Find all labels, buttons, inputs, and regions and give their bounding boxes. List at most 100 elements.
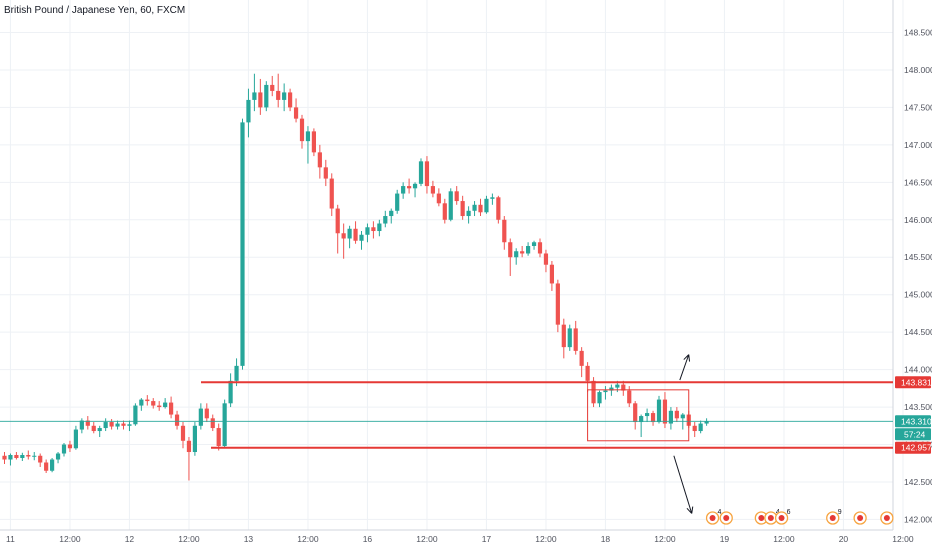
candle-up: [264, 84, 269, 108]
annotations[interactable]: [587, 354, 694, 514]
breakout-arrow-down: [673, 455, 693, 514]
time-tick-label: 12: [125, 534, 135, 544]
event-count: 4: [718, 509, 722, 516]
candle-up: [365, 227, 370, 235]
candle-down: [38, 455, 43, 463]
time-tick-label: 20: [839, 534, 849, 544]
candle-down: [341, 233, 346, 239]
event-dot: [758, 515, 765, 521]
candle-up: [418, 161, 424, 184]
time-axis[interactable]: 11 12:00 12 12:00 13 12:00 16 12:00 17 12:00 18 12:…: [0, 529, 914, 544]
candle-down: [555, 283, 560, 325]
candle-up: [656, 399, 662, 423]
price-tick-label: 145.500: [904, 252, 932, 262]
candle-up: [412, 183, 418, 189]
candle-up: [32, 455, 37, 457]
time-tick-label: 12:00: [654, 534, 676, 544]
event-dot: [723, 515, 730, 521]
event-dot: [857, 515, 864, 521]
candle-down: [210, 418, 215, 429]
candle-up: [704, 421, 709, 424]
candle-up: [567, 328, 572, 348]
candle-up: [359, 234, 364, 241]
candle-up: [615, 384, 620, 388]
candle-down: [335, 208, 340, 234]
candle-up: [246, 99, 251, 123]
candle-down: [91, 425, 96, 432]
candle-up: [389, 210, 394, 217]
price-tick-label: 144.000: [904, 365, 932, 375]
candle-up: [282, 92, 287, 100]
time-tick-label: 12:00: [892, 534, 914, 544]
price-tick-label: 146.500: [904, 177, 932, 187]
price-tick-label: 142.500: [904, 477, 932, 487]
candle-up: [198, 408, 203, 426]
price-tick-label: 147.500: [904, 102, 932, 112]
candle-up: [103, 422, 108, 429]
time-tick-label: 12:00: [535, 534, 557, 544]
candle-down: [317, 152, 322, 168]
candle-down: [276, 90, 281, 100]
arrow-head: [688, 354, 691, 362]
price-label: 142.957: [895, 441, 932, 454]
price-tick-label: 143.500: [904, 402, 932, 412]
price-tick-label: 142.000: [904, 514, 932, 524]
candle-down: [579, 350, 584, 366]
candle-down: [662, 399, 668, 424]
candle-up: [609, 387, 614, 391]
time-tick-label: 18: [601, 534, 611, 544]
candle-down: [627, 390, 632, 404]
time-tick-label: 12:00: [416, 534, 438, 544]
candle-up: [514, 251, 519, 258]
candle-up: [597, 392, 602, 404]
levels[interactable]: [0, 381, 893, 449]
candle-up: [222, 403, 227, 447]
time-tick-label: 12:00: [178, 534, 200, 544]
price-label: 143.310 57:24: [895, 415, 932, 441]
svg-text:143.831: 143.831: [901, 377, 932, 387]
candle-down: [216, 428, 221, 447]
candle-down: [293, 107, 299, 119]
candle-down: [186, 440, 192, 453]
candle-down: [692, 425, 697, 432]
candle-up: [639, 416, 644, 423]
time-tick-label: 19: [720, 534, 730, 544]
candle-up: [377, 223, 382, 232]
price-tick-label: 146.000: [904, 215, 932, 225]
price-tick-label: 148.500: [904, 27, 932, 37]
candle-down: [44, 462, 49, 471]
candle-up: [252, 92, 257, 100]
candle-down: [145, 399, 150, 402]
candle-up: [401, 186, 406, 194]
event-dot: [883, 515, 890, 521]
candle-down: [258, 92, 263, 108]
candle-up: [383, 216, 388, 224]
chart-title: British Pound / Japanese Yen, 60, FXCM: [4, 5, 186, 16]
grid: [0, 0, 904, 530]
candle-down: [26, 455, 31, 457]
event-count: 9: [838, 509, 842, 516]
candle-up: [472, 204, 477, 211]
time-tick-label: 11: [6, 534, 15, 544]
candle-down: [169, 402, 174, 415]
candle-up: [645, 413, 650, 417]
candle-up: [139, 399, 144, 406]
candle-up: [79, 420, 84, 430]
candle-up: [448, 191, 453, 220]
candle-down: [121, 423, 126, 426]
candle-down: [109, 422, 114, 427]
candle-down: [288, 92, 293, 108]
candle-down: [371, 227, 376, 232]
time-tick-label: 12:00: [297, 534, 319, 544]
candle-down: [311, 131, 316, 153]
candle-down: [299, 118, 305, 142]
event-dot: [778, 515, 785, 521]
price-axis[interactable]: 148.500 148.000 147.500 147.000 146.500 146.0…: [892, 0, 932, 530]
candle-up: [73, 429, 78, 449]
price-tick-label: 144.500: [904, 327, 932, 337]
time-tick-label: 12:00: [773, 534, 795, 544]
candle-up: [698, 423, 703, 432]
candle-down: [85, 420, 90, 426]
